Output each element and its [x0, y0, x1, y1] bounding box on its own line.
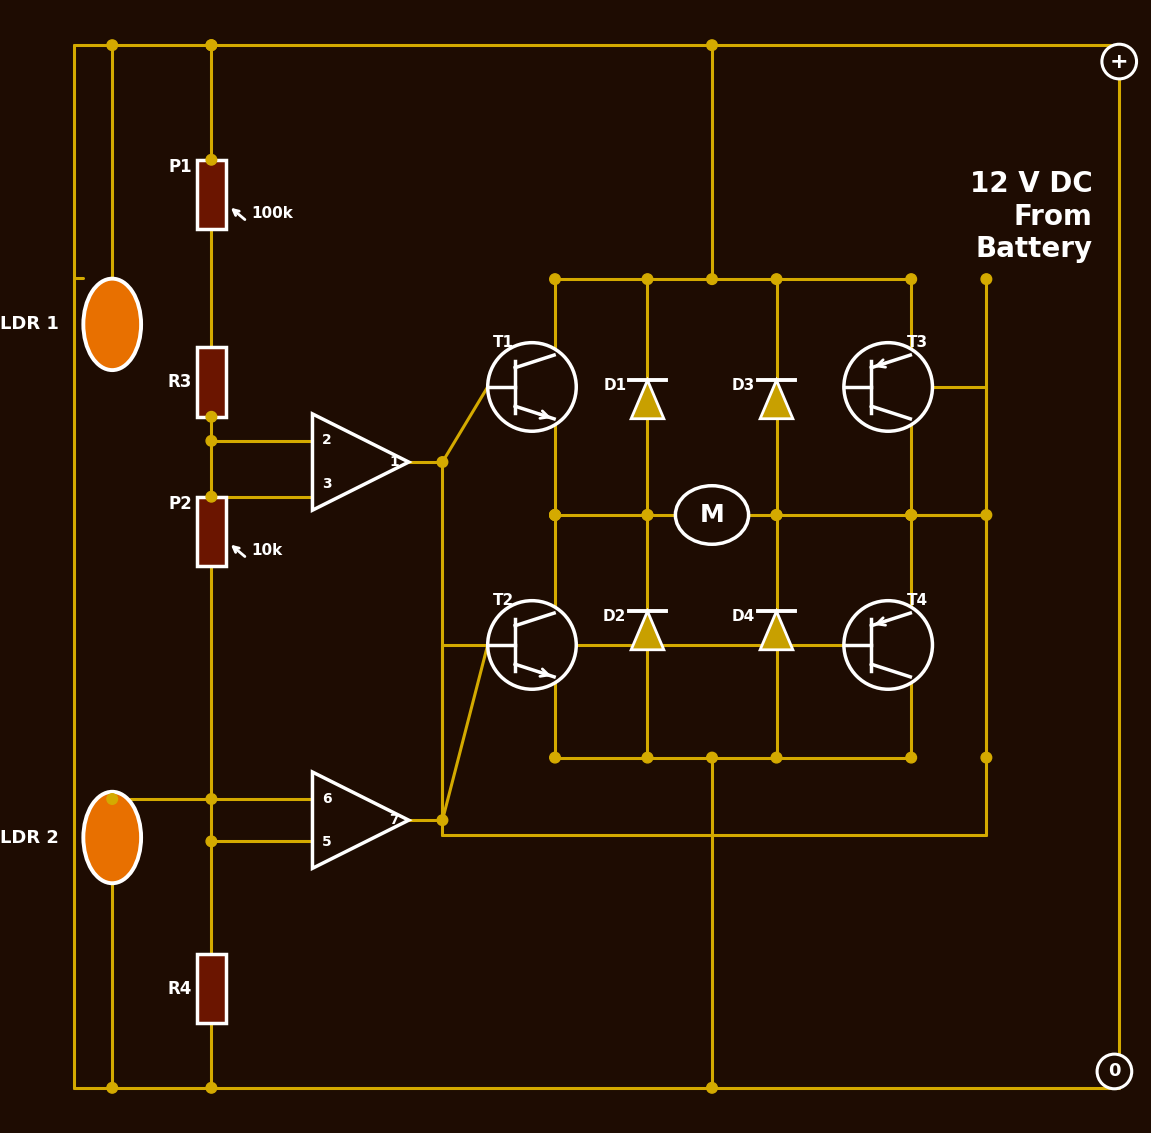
Circle shape [844, 600, 932, 689]
Text: 7: 7 [389, 813, 399, 827]
Circle shape [642, 510, 653, 520]
Text: 3: 3 [322, 477, 331, 491]
Text: LDR 2: LDR 2 [0, 828, 59, 846]
Text: 100k: 100k [251, 206, 292, 221]
Circle shape [488, 342, 577, 432]
Circle shape [707, 274, 717, 284]
Circle shape [707, 40, 717, 51]
Text: 12 V DC
From
Battery: 12 V DC From Battery [969, 170, 1092, 263]
Circle shape [707, 1082, 717, 1093]
Polygon shape [312, 772, 409, 868]
Circle shape [981, 510, 992, 520]
Text: M: M [700, 503, 724, 527]
Text: 2: 2 [322, 434, 331, 448]
Text: D3: D3 [732, 377, 755, 392]
Text: P1: P1 [168, 157, 192, 176]
Text: T1: T1 [493, 335, 513, 350]
Text: R4: R4 [168, 980, 192, 998]
Circle shape [906, 510, 916, 520]
Circle shape [642, 752, 653, 763]
Circle shape [107, 40, 117, 51]
Bar [197, 954, 226, 1023]
Ellipse shape [676, 486, 748, 544]
Circle shape [906, 510, 916, 520]
Circle shape [550, 510, 561, 520]
Circle shape [550, 752, 561, 763]
Circle shape [1097, 1054, 1131, 1089]
Text: 5: 5 [322, 835, 331, 849]
Text: P2: P2 [168, 495, 192, 513]
Circle shape [771, 274, 782, 284]
Circle shape [844, 342, 932, 432]
Text: T3: T3 [907, 335, 928, 350]
Circle shape [437, 815, 448, 826]
Circle shape [206, 40, 216, 51]
Text: D4: D4 [732, 608, 755, 623]
Text: R3: R3 [168, 373, 192, 391]
Circle shape [771, 510, 782, 520]
Text: LDR 1: LDR 1 [0, 315, 59, 333]
Circle shape [107, 794, 117, 804]
Text: 10k: 10k [251, 543, 282, 559]
Text: T2: T2 [493, 593, 513, 608]
Circle shape [206, 435, 216, 446]
Text: 6: 6 [322, 792, 331, 806]
Circle shape [906, 274, 916, 284]
Circle shape [771, 752, 782, 763]
Text: +: + [1110, 52, 1128, 71]
Polygon shape [312, 414, 409, 510]
Circle shape [206, 40, 216, 51]
Bar [197, 348, 226, 417]
Circle shape [206, 492, 216, 502]
Circle shape [206, 1082, 216, 1093]
Text: T4: T4 [907, 593, 928, 608]
Circle shape [906, 510, 916, 520]
Circle shape [550, 510, 561, 520]
Bar [197, 160, 226, 229]
Text: D2: D2 [603, 608, 626, 623]
Text: 0: 0 [1108, 1063, 1121, 1081]
Circle shape [771, 510, 782, 520]
Ellipse shape [83, 279, 142, 370]
Polygon shape [760, 612, 793, 649]
Circle shape [707, 752, 717, 763]
Circle shape [550, 274, 561, 284]
Text: 1: 1 [389, 455, 399, 469]
Circle shape [206, 154, 216, 165]
Circle shape [981, 752, 992, 763]
Circle shape [206, 411, 216, 423]
Text: D1: D1 [603, 377, 626, 392]
Circle shape [642, 274, 653, 284]
Ellipse shape [83, 792, 142, 884]
Circle shape [206, 794, 216, 804]
Bar [197, 496, 226, 566]
Circle shape [437, 457, 448, 467]
Circle shape [981, 274, 992, 284]
Circle shape [1102, 44, 1136, 79]
Circle shape [488, 600, 577, 689]
Polygon shape [631, 381, 664, 419]
Circle shape [906, 752, 916, 763]
Polygon shape [631, 612, 664, 649]
Circle shape [550, 510, 561, 520]
Circle shape [206, 836, 216, 846]
Polygon shape [760, 381, 793, 419]
Circle shape [642, 510, 653, 520]
Circle shape [107, 1082, 117, 1093]
